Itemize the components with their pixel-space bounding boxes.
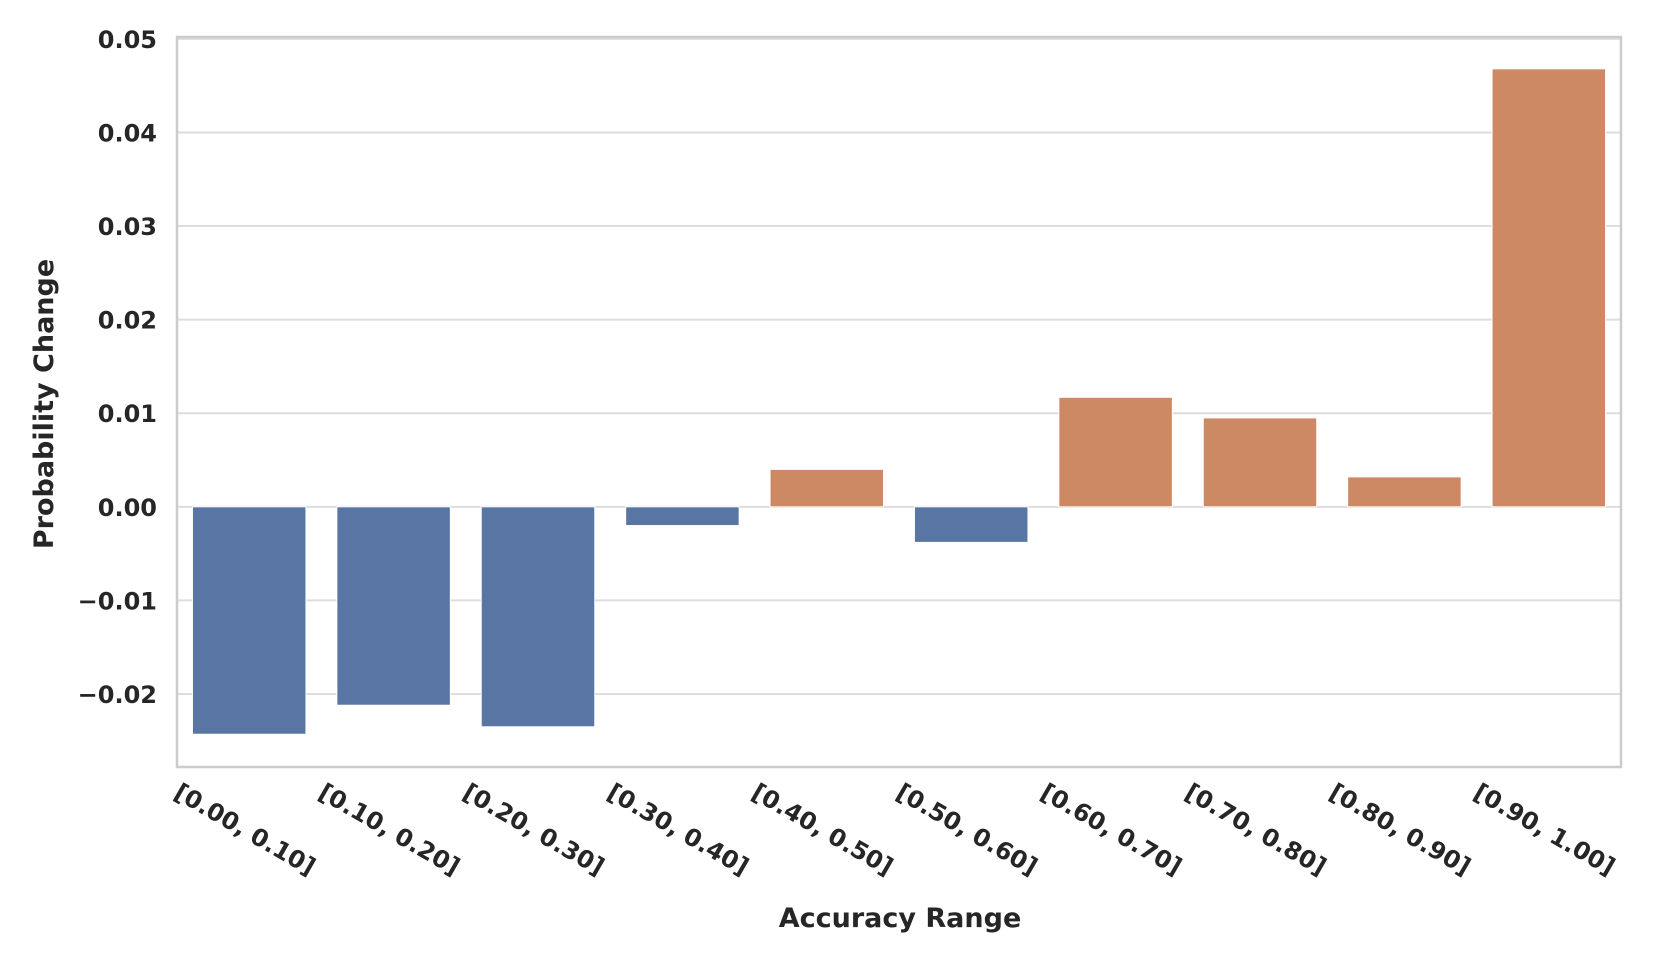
bars [191,68,1607,735]
y-tick-label: −0.02 [78,681,157,709]
plot-frame [175,35,1623,769]
x-tick-label: [0.00, 0.10] [169,778,320,881]
bar-3 [625,506,740,527]
y-tick-labels: −0.02 −0.01 0.00 0.01 0.02 0.03 0.04 0.05 [78,26,157,709]
y-tick-label: 0.01 [98,400,157,428]
y-tick-label: 0.02 [98,307,157,335]
x-tick-label: [0.30, 0.40] [603,778,754,881]
y-tick-label: 0.00 [98,494,157,522]
bar-5 [913,506,1029,543]
bar-4 [769,468,885,508]
x-axis-label: Accuracy Range [779,903,1022,934]
y-axis-label: Probability Change [29,259,60,549]
bar-1 [336,506,451,706]
x-tick-label: [0.20, 0.30] [458,778,609,881]
x-tick-label: [0.50, 0.60] [891,778,1042,881]
bar-7 [1202,417,1318,508]
bar-6 [1058,396,1173,508]
x-tick-labels: [0.00, 0.10][0.10, 0.20][0.20, 0.30][0.3… [169,778,1619,881]
x-tick-label: [0.10, 0.20] [314,778,465,881]
y-tick-label: 0.03 [98,213,157,241]
y-tick-label: 0.04 [98,119,157,147]
bar-0 [191,506,307,735]
bar-9 [1491,68,1607,508]
y-tick-label: −0.01 [78,587,157,615]
x-tick-label: [0.70, 0.80] [1180,778,1331,881]
x-tick-label: [0.90, 1.00] [1469,778,1620,881]
x-tick-label: [0.60, 0.70] [1036,778,1187,881]
bar-2 [480,506,596,728]
bar-8 [1347,476,1462,508]
x-tick-label: [0.80, 0.90] [1325,778,1476,881]
y-tick-label: 0.05 [98,26,157,54]
x-tick-label: [0.40, 0.50] [747,778,898,881]
